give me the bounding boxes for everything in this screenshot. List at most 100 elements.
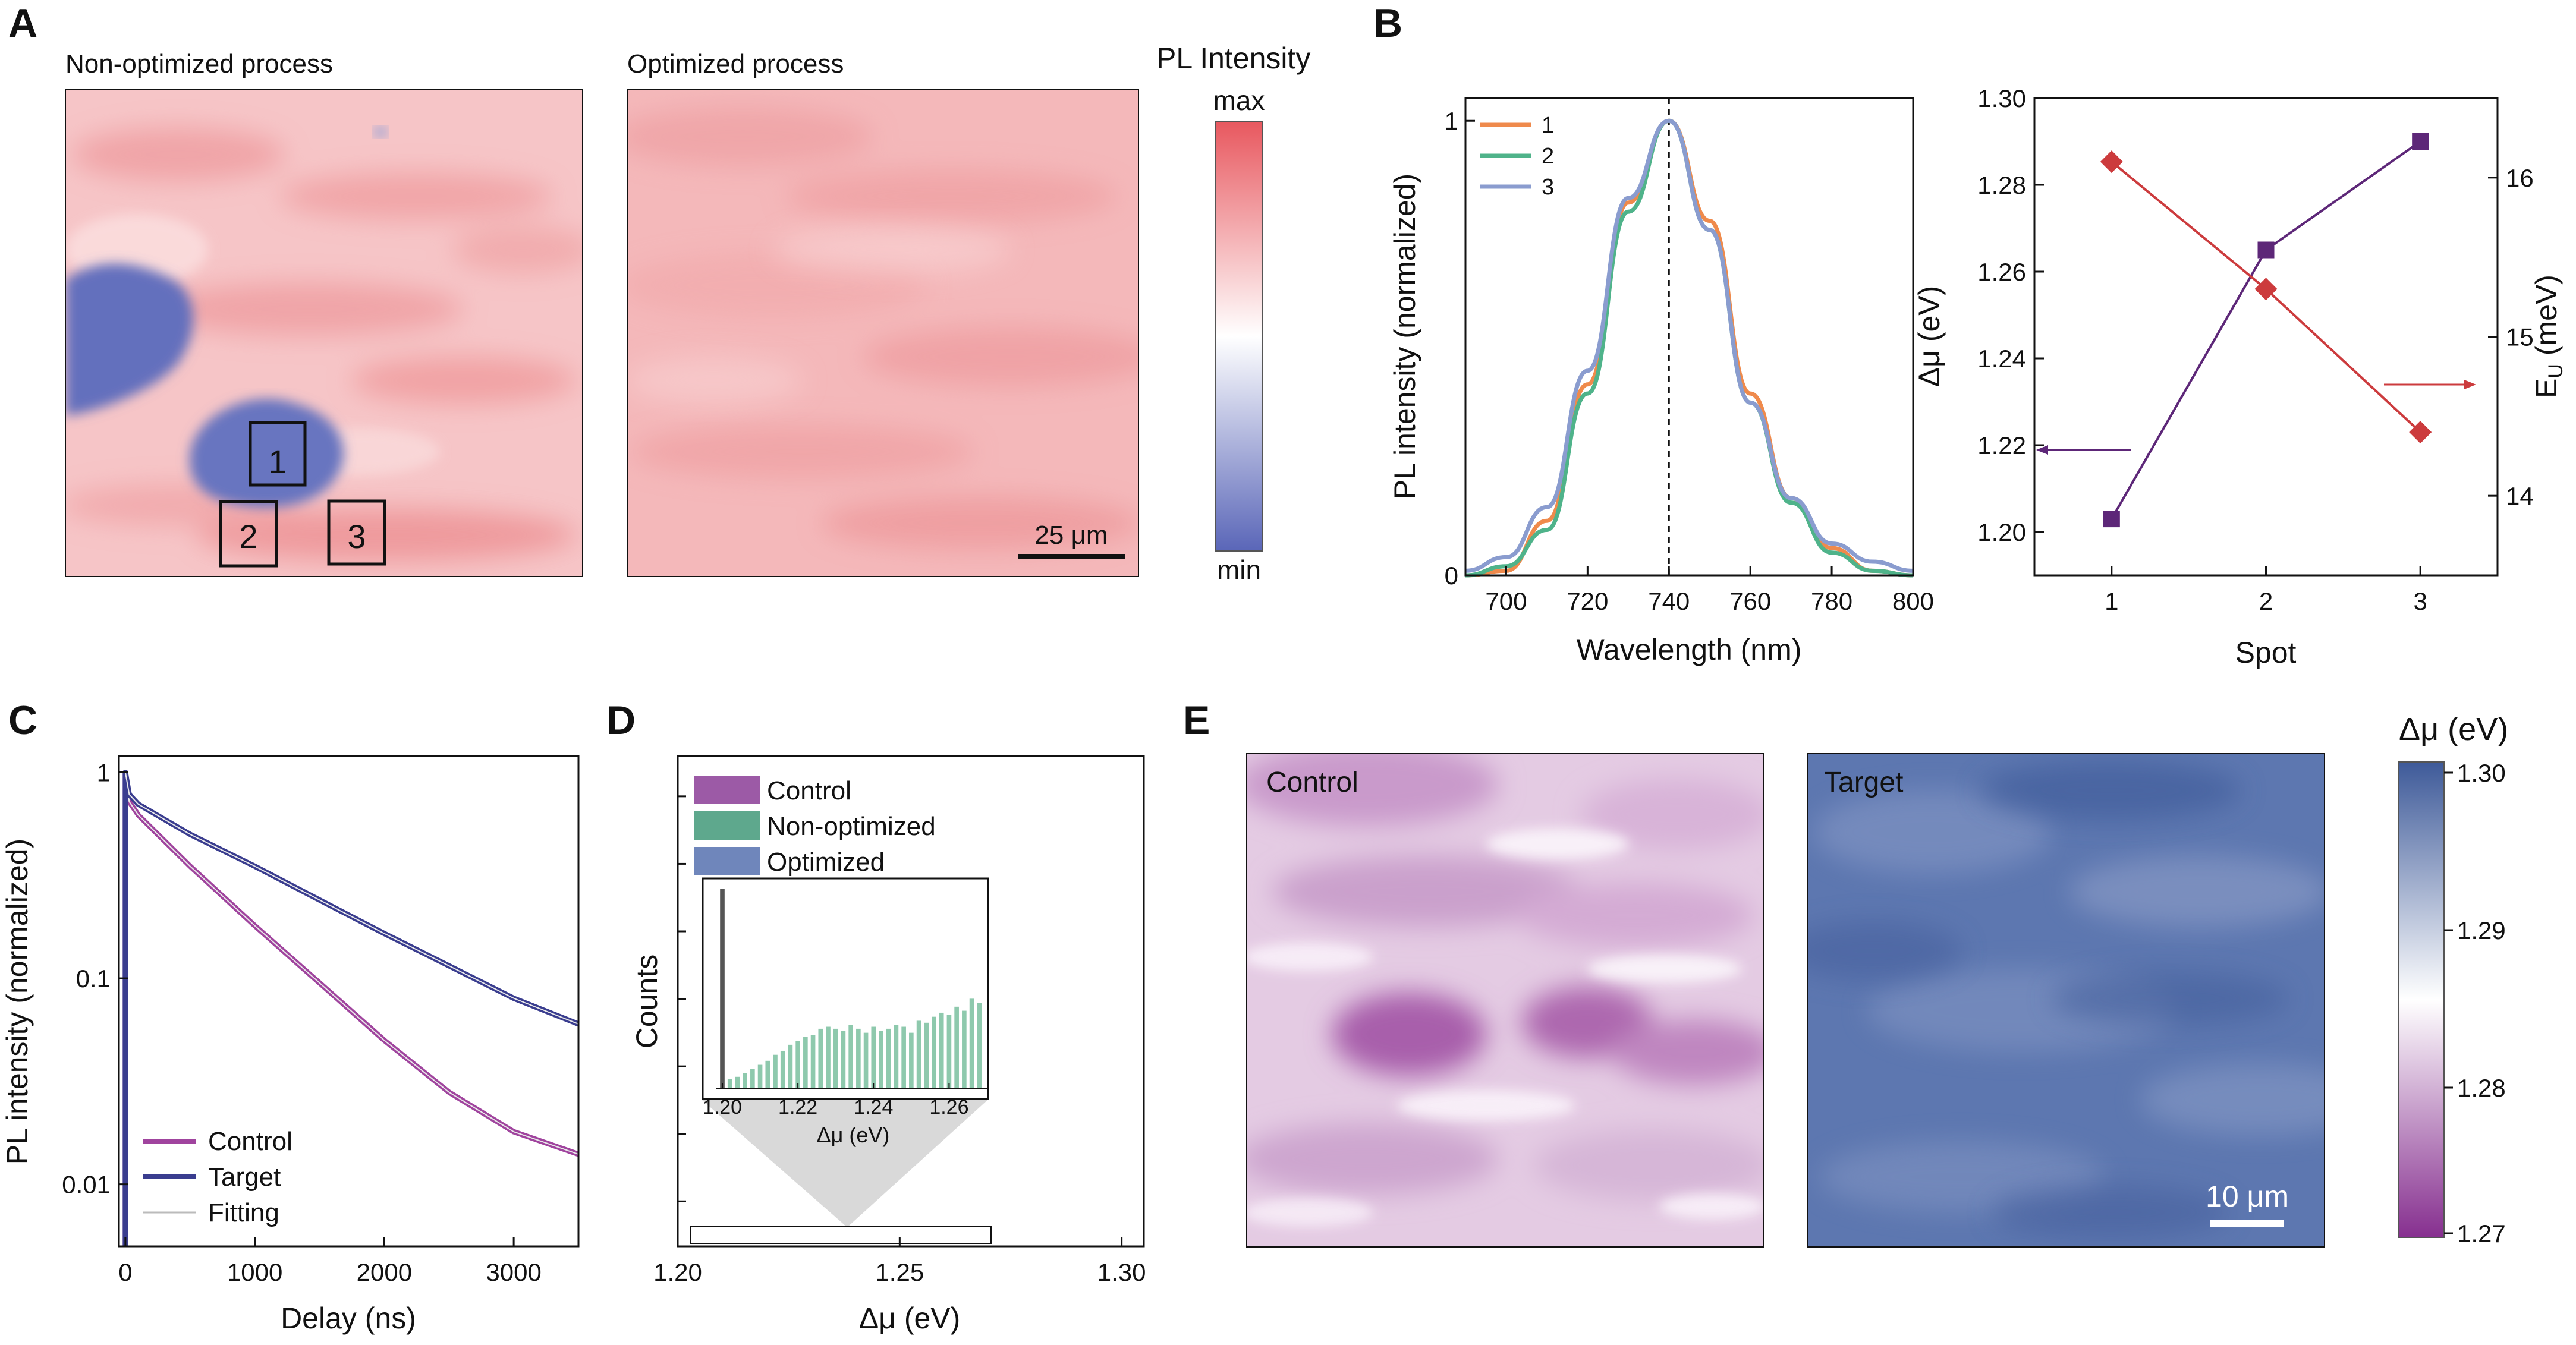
b-right-ytick-label: 1.28 <box>1977 171 2026 199</box>
d-inset-bar <box>848 1025 853 1089</box>
c-xtick-label: 2000 <box>357 1258 412 1286</box>
d-inset-xtick-label: 1.26 <box>929 1096 968 1119</box>
c-legend-label-fitting: Fitting <box>208 1198 279 1227</box>
d-legend-label-optimized: Optimized <box>767 848 885 877</box>
d-inset-bar <box>924 1022 929 1089</box>
d-inset-xtick-label: 1.24 <box>854 1096 893 1119</box>
b-right-point-eu <box>2254 278 2278 301</box>
d-inset-bar <box>735 1076 740 1089</box>
panel-a: A Non-optimized process Optimized proces… <box>8 1 1310 585</box>
b-right-y2tick-label: 16 <box>2506 164 2534 192</box>
c-legend-label-target: Target <box>208 1163 281 1192</box>
b-left-xtick-label: 780 <box>1811 587 1852 615</box>
c-xlabel: Delay (ns) <box>281 1302 416 1335</box>
colorbar-a-title: PL Intensity <box>1156 42 1310 75</box>
spot-label-2: 2 <box>239 518 257 555</box>
b-left-ylabel: PL intensity (normalized) <box>1388 174 1421 499</box>
d-inset-bar <box>939 1012 944 1089</box>
d-xtick-label: 1.20 <box>653 1258 702 1286</box>
chart-b-left: 700 720 740 760 780 800 0 1 Wavelength (nm) PL… <box>1388 97 1934 666</box>
b-right-series-line-delta-mu <box>2111 140 2421 520</box>
chart-d-inset: 1.20 1.22 1.24 1.26 Δμ (eV) <box>702 877 989 1147</box>
d-inset-bar <box>946 1015 952 1089</box>
d-inset-bar <box>826 1026 831 1089</box>
d-inset-bar <box>720 889 725 1089</box>
c-xtick-label: 0 <box>118 1258 132 1286</box>
panel-letter-e: E <box>1183 698 1210 743</box>
b-right-ytick-label: 1.30 <box>1977 84 2026 112</box>
c-legend-label-control: Control <box>208 1127 292 1156</box>
d-legend-label-non-optimized: Non-optimized <box>767 812 936 841</box>
d-inset-bar <box>750 1069 755 1089</box>
b-left-series-line-2 <box>1465 118 1914 578</box>
b-left-legend-label-3: 3 <box>1542 175 1554 200</box>
b-right-point-delta-mu <box>2103 511 2120 528</box>
b-right-xtick-label: 2 <box>2259 587 2273 615</box>
d-inset-bar <box>795 1041 800 1089</box>
d-inset-bar <box>871 1026 876 1089</box>
d-inset-bar <box>810 1035 816 1089</box>
panel-c: C 0 1000 2000 3000 1 0.1 0.01 Delay (ns) PL i… <box>1 698 580 1335</box>
b-right-xlabel: Spot <box>2235 636 2297 669</box>
colorbar-e-tick-label: 1.27 <box>2457 1220 2506 1248</box>
d-inset-bar <box>954 1006 959 1089</box>
colorbar-e-tick-label: 1.28 <box>2457 1074 2506 1102</box>
d-inset-bar <box>743 1073 747 1089</box>
c-fitting-line-target <box>124 772 579 1025</box>
map-title-non-optimized: Non-optimized process <box>65 49 333 78</box>
colorbar-a-max: max <box>1213 85 1265 116</box>
d-inset-bar <box>901 1026 906 1089</box>
d-inset-bar <box>916 1020 921 1089</box>
inset-zoom-connector <box>702 1100 988 1227</box>
b-left-xlabel: Wavelength (nm) <box>1577 633 1802 666</box>
d-inset-bar <box>765 1060 770 1089</box>
c-ytick-label: 0.1 <box>76 965 111 993</box>
scalebar-e-label: 10 μm <box>2206 1180 2289 1213</box>
b-right-point-delta-mu <box>2412 133 2429 150</box>
panel-d: D 1.20 1.25 1.30 Δμ (eV) Counts Control Non… <box>606 698 1146 1335</box>
spot-marker-2: 2 <box>219 500 278 568</box>
b-left-xtick-label: 720 <box>1567 587 1608 615</box>
d-inset-bar <box>932 1016 936 1089</box>
colorbar-a-min: min <box>1217 555 1261 585</box>
chart-b-right: 1 2 3 1.20 1.22 1.24 1.26 1.28 1.30 14 15 16 Spot… <box>1913 84 2567 669</box>
spot-label-1: 1 <box>268 443 287 480</box>
b-right-ytick-label: 1.24 <box>1977 345 2026 373</box>
b-right-right-axis-arrowhead <box>2464 380 2476 389</box>
scalebar-a: 25 μm <box>1018 521 1125 559</box>
map-title-target: Target <box>1824 767 1903 798</box>
d-legend-swatch-control <box>694 776 760 804</box>
d-legend-label-control: Control <box>767 776 851 805</box>
d-xtick-label: 1.30 <box>1097 1258 1146 1286</box>
colorbar-e-tick-label: 1.29 <box>2457 916 2506 944</box>
d-inset-bar <box>863 1032 869 1089</box>
colorbar-e-title: Δμ (eV) <box>2399 711 2508 747</box>
b-right-point-eu <box>2100 150 2123 174</box>
colorbar-a <box>1215 121 1263 552</box>
b-right-point-delta-mu <box>2257 241 2275 259</box>
d-inset-bar <box>962 1010 967 1089</box>
d-ylabel: Counts <box>630 955 663 1048</box>
d-inset-bar <box>818 1028 823 1089</box>
b-left-ytick-label: 0 <box>1445 562 1458 590</box>
d-inset-bar <box>894 1025 899 1089</box>
delta-mu-map-control <box>1247 754 1764 1247</box>
chart-d: 1.20 1.25 1.30 Δμ (eV) Counts Control Non-o… <box>630 755 1146 1335</box>
c-fitting-line-control <box>124 772 579 1155</box>
d-xlabel: Δμ (eV) <box>859 1302 961 1335</box>
b-right-ytick-label: 1.26 <box>1977 258 2026 286</box>
panel-e: E Control <box>1183 698 2508 1248</box>
colorbar-e-tick-label: 1.30 <box>2457 759 2506 787</box>
d-inset-bar <box>833 1028 838 1089</box>
scalebar-a-label: 25 μm <box>1034 521 1108 550</box>
b-right-y2label: EU (meV) <box>2530 275 2567 398</box>
c-ytick-label: 0.01 <box>62 1171 111 1199</box>
panel-b: B 700 720 740 760 780 800 0 1 Wavelength (nm) … <box>1373 1 2567 669</box>
b-right-xtick-label: 3 <box>2413 587 2427 615</box>
colorbar-e <box>2398 761 2445 1238</box>
scalebar-e: 10 μm <box>2206 1180 2289 1227</box>
b-right-y2tick-label: 14 <box>2506 482 2534 510</box>
panel-letter-a: A <box>8 1 37 46</box>
b-right-ytick-label: 1.20 <box>1977 518 2026 546</box>
